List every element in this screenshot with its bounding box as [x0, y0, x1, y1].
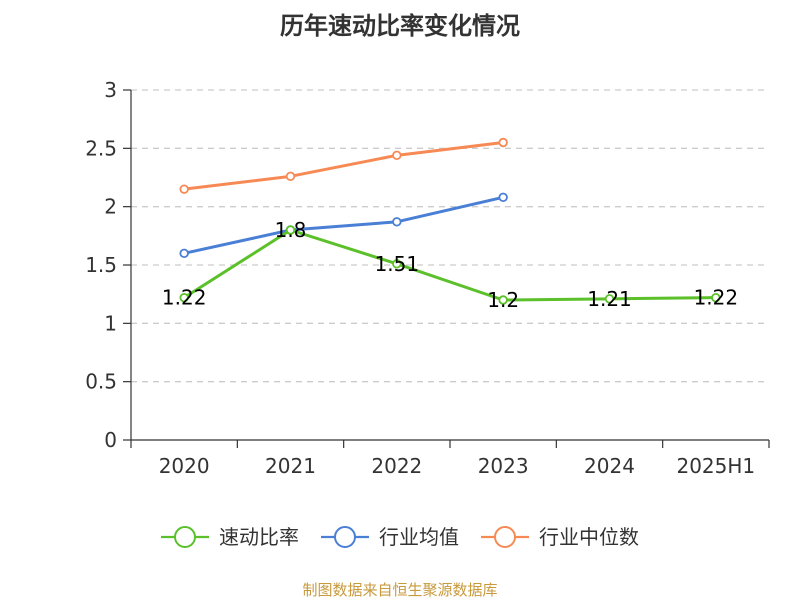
data-point[interactable] [392, 259, 402, 269]
data-point[interactable] [711, 292, 721, 303]
x-tick-label: 2020 [159, 454, 210, 478]
series-0 [179, 225, 721, 305]
grid-lines [131, 89, 769, 383]
legend-label: 行业均值 [379, 525, 459, 549]
data-point[interactable] [179, 184, 189, 194]
legend-label: 行业中位数 [539, 525, 639, 549]
legend[interactable]: 速动比率 行业均值 行业中位数 [161, 525, 639, 549]
source-note: 制图数据来自恒生聚源数据库 [302, 581, 497, 599]
x-tick-label: 2022 [371, 454, 422, 478]
series-line [182, 228, 718, 302]
series-line [182, 195, 505, 255]
data-point[interactable] [604, 294, 615, 304]
x-tick-label: 2024 [584, 454, 635, 478]
legend-label: 速动比率 [219, 525, 299, 549]
legend-item[interactable]: 速动比率 [161, 525, 299, 549]
data-point[interactable] [179, 292, 189, 303]
y-tick-label: 1.5 [85, 253, 117, 277]
data-label: 1.22 [162, 286, 207, 310]
y-tick-label: 0 [104, 428, 117, 452]
y-tick-label: 2 [104, 195, 117, 219]
data-label: 1.8 [275, 218, 307, 242]
data-point[interactable] [498, 192, 508, 203]
data-labels: 1.22 1.8 1.51 1.2 1.21 1.22 [162, 218, 738, 312]
data-label: 1.2 [487, 288, 519, 312]
chart-title: 历年速动比率变化情况 [280, 12, 520, 40]
legend-item[interactable]: 行业均值 [321, 525, 459, 549]
y-tick-label: 1 [104, 311, 117, 335]
data-point[interactable] [392, 150, 402, 161]
data-label: 1.21 [587, 287, 632, 311]
y-tick-label: 2.5 [85, 136, 117, 160]
y-tick-label: 3 [104, 78, 117, 102]
data-point[interactable] [498, 137, 508, 148]
data-point[interactable] [285, 171, 296, 182]
legend-marker-icon [334, 526, 356, 548]
data-point[interactable] [179, 248, 189, 259]
series-2 [179, 137, 508, 194]
legend-marker-icon [494, 526, 516, 548]
data-label: 1.22 [694, 286, 739, 310]
data-point[interactable] [392, 217, 402, 227]
y-tick-label: 0.5 [85, 370, 117, 394]
data-point[interactable] [498, 295, 508, 305]
legend-item[interactable]: 行业中位数 [481, 525, 639, 549]
x-tick-label: 2023 [478, 454, 529, 478]
axes: 0 0.5 1 1.5 2 2.5 3 2020 2021 2022 2023 2024 2025H1 [85, 78, 770, 478]
series-lines [179, 137, 721, 305]
data-point[interactable] [285, 225, 296, 235]
x-tick-label: 2025H1 [676, 454, 755, 478]
data-label: 1.51 [375, 252, 420, 276]
series-line [182, 141, 505, 191]
x-tick-label: 2021 [265, 454, 316, 478]
legend-marker-icon [174, 526, 196, 548]
